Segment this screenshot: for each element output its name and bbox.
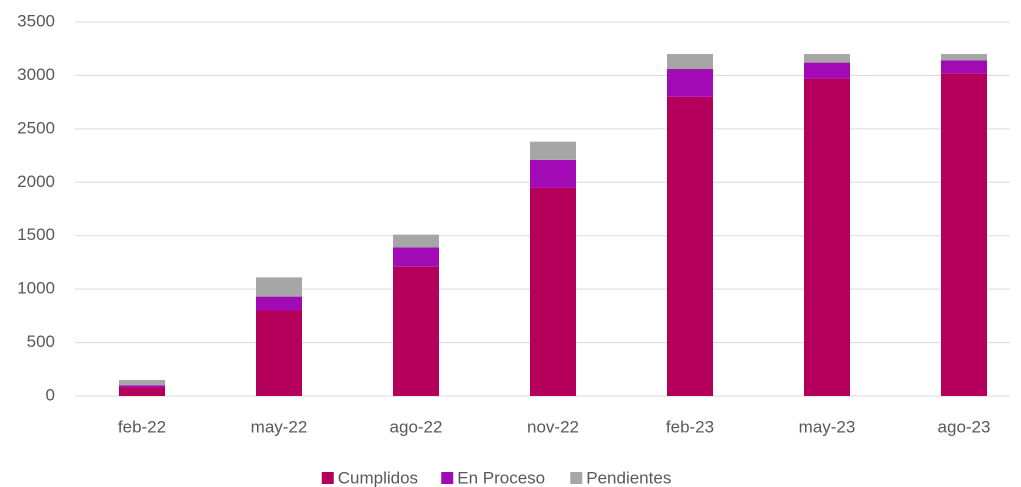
bar-segment xyxy=(119,379,165,386)
y-tick-label: 2000 xyxy=(17,172,55,191)
bar-segment xyxy=(530,159,576,188)
bar-segment xyxy=(667,54,713,70)
bar-segment xyxy=(393,234,439,248)
y-tick-label: 0 xyxy=(46,385,55,404)
bar-segment xyxy=(393,266,439,396)
bar-segment xyxy=(393,247,439,267)
bar-segment xyxy=(941,54,987,61)
bar-segment xyxy=(256,296,302,311)
bar-segment xyxy=(804,62,850,79)
bar-segment xyxy=(119,387,165,396)
legend-label: En Proceso xyxy=(457,468,545,487)
legend-swatch xyxy=(570,472,583,484)
y-tick-label: 2500 xyxy=(17,118,55,137)
y-tick-label: 1500 xyxy=(17,225,55,244)
y-tick-label: 500 xyxy=(27,332,55,351)
y-tick-label: 3000 xyxy=(17,65,55,84)
bar-segment xyxy=(119,385,165,388)
legend-label: Cumplidos xyxy=(338,468,418,487)
x-tick-label: nov-22 xyxy=(527,417,579,436)
bar-segment xyxy=(256,310,302,396)
bar-segment xyxy=(530,141,576,160)
legend-swatch xyxy=(441,472,454,484)
bar-segment xyxy=(941,60,987,74)
bar-segment xyxy=(667,69,713,97)
x-tick-label: may-22 xyxy=(251,417,308,436)
bar-segment xyxy=(256,277,302,297)
x-tick-label: ago-23 xyxy=(938,417,991,436)
x-tick-label: feb-23 xyxy=(666,417,714,436)
bar-segment xyxy=(804,54,850,63)
bar-segment xyxy=(941,73,987,396)
bar-segment xyxy=(667,96,713,397)
y-tick-label: 3500 xyxy=(17,11,55,30)
bar-segment xyxy=(530,187,576,396)
legend-swatch xyxy=(321,472,334,484)
x-tick-label: feb-22 xyxy=(118,417,166,436)
x-tick-label: ago-22 xyxy=(390,417,443,436)
legend-label: Pendientes xyxy=(586,468,671,487)
x-tick-label: may-23 xyxy=(799,417,856,436)
bar-segment xyxy=(804,78,850,397)
y-tick-label: 1000 xyxy=(17,279,55,298)
